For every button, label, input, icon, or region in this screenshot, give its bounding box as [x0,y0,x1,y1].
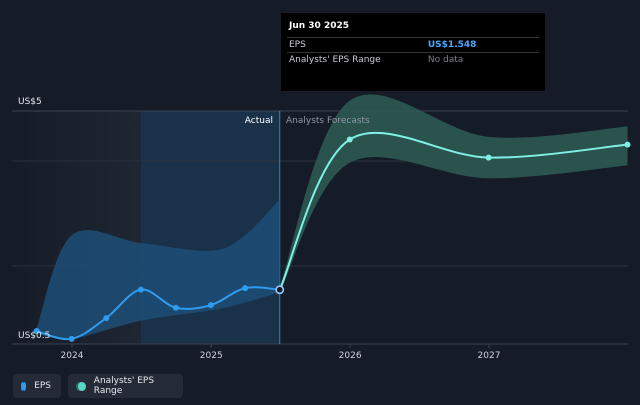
eps-point [103,315,110,322]
forecast-range-band [279,94,628,293]
tooltip-date: Jun 30 2025 [289,21,350,31]
tooltip-eps-label: EPS [289,40,306,50]
eps-point [242,285,249,292]
legend-range[interactable]: Analysts' EPS Range [68,374,183,398]
tooltip-range-value: No data [427,55,464,65]
eps-point [275,285,285,295]
x-tick-label: 2027 [478,351,501,361]
tooltip-eps-value: US$1.548 [427,40,477,50]
legend-eps-label: EPS [34,381,51,391]
legend-range-label: Analysts' EPS Range [93,376,155,396]
x-tick-label: 2024 [61,351,84,361]
tooltip: Jun 30 2025 EPS US$1.548 Analysts' EPS R… [281,13,545,91]
eps-line [36,286,280,341]
actual-range-band [36,199,280,340]
forecast-point [346,136,353,143]
eps-point [68,335,75,342]
tooltip-row-eps: EPS US$1.548 [287,37,539,52]
forecast-point [624,141,631,148]
eps-legend-icon [23,381,27,391]
eps-forecast-line [278,131,628,291]
eps-point [207,302,214,309]
y-tick-min: US$0.5 [18,331,50,341]
tooltip-range-label: Analysts' EPS Range [289,55,381,65]
eps-point [33,328,40,335]
x-tick-label: 2026 [339,351,362,361]
eps-point [137,286,144,293]
actual-label: Actual [245,116,273,126]
y-tick-max: US$5 [18,97,42,107]
tooltip-row-range: Analysts' EPS Range No data [287,52,539,67]
range-legend-icon [78,381,86,391]
forecast-point [485,154,492,161]
eps-chart: US$5 US$0.5 Actual Analysts Forecasts 20… [12,94,631,361]
legend-eps[interactable]: EPS [13,374,61,398]
forecasts-label: Analysts Forecasts [286,116,370,126]
x-tick-label: 2025 [200,351,223,361]
eps-point [172,304,179,311]
